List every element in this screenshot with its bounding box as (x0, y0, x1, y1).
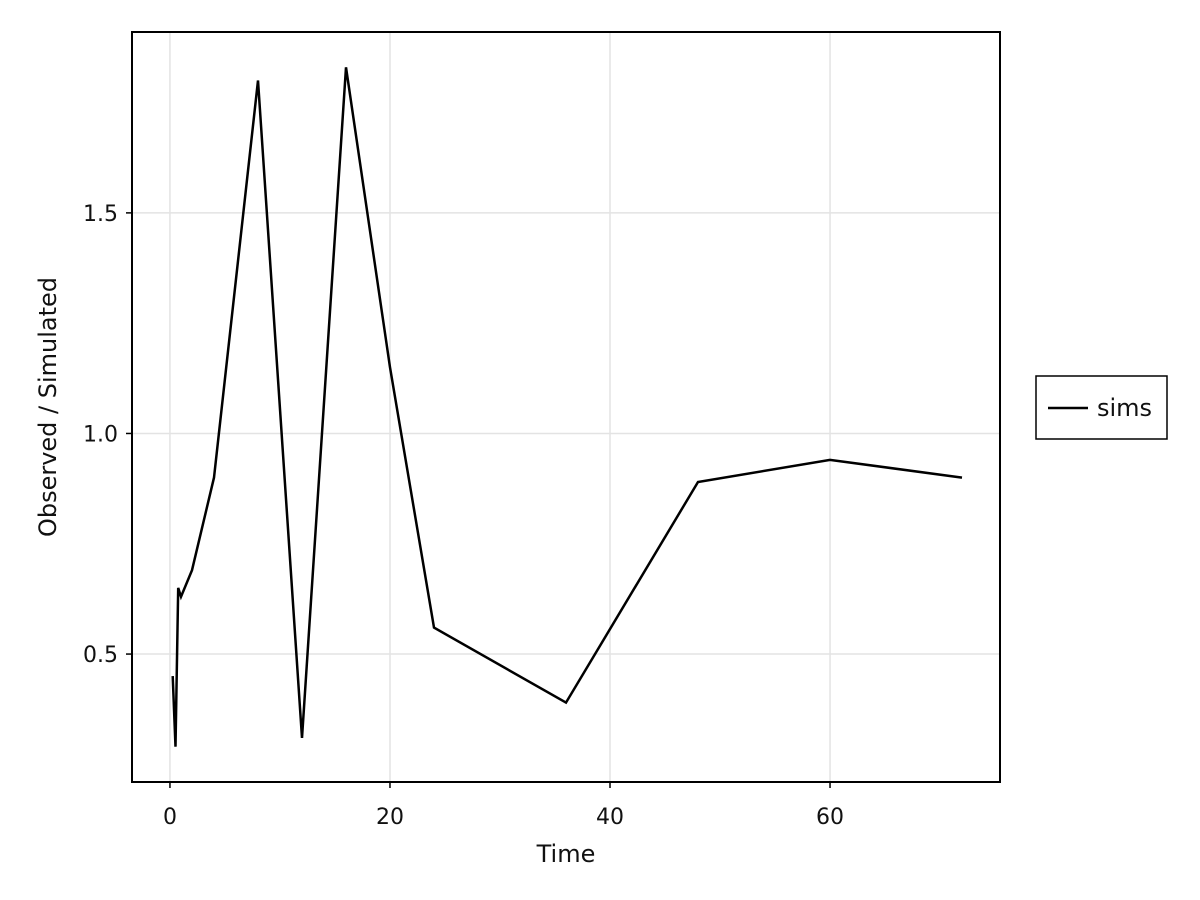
y-tick-label: 0.5 (83, 643, 118, 668)
series-layer (171, 67, 963, 747)
y-axis-label: Observed / Simulated (34, 277, 62, 537)
x-axis: 0 20 40 60 (163, 782, 844, 830)
x-axis-label: Time (536, 840, 596, 868)
legend: sims (1035, 375, 1168, 440)
grid (132, 32, 1000, 782)
x-tick-label: 40 (596, 805, 624, 830)
plot-frame (131, 31, 1001, 783)
x-tick-label: 0 (163, 805, 177, 830)
y-axis: 0.5 1.0 1.5 (83, 202, 132, 668)
series-line-sims (171, 67, 963, 747)
x-tick-label: 60 (816, 805, 844, 830)
y-tick-label: 1.5 (83, 202, 118, 227)
y-tick-label: 1.0 (83, 422, 118, 447)
x-tick-label: 20 (376, 805, 404, 830)
legend-label-sims: sims (1097, 394, 1152, 422)
